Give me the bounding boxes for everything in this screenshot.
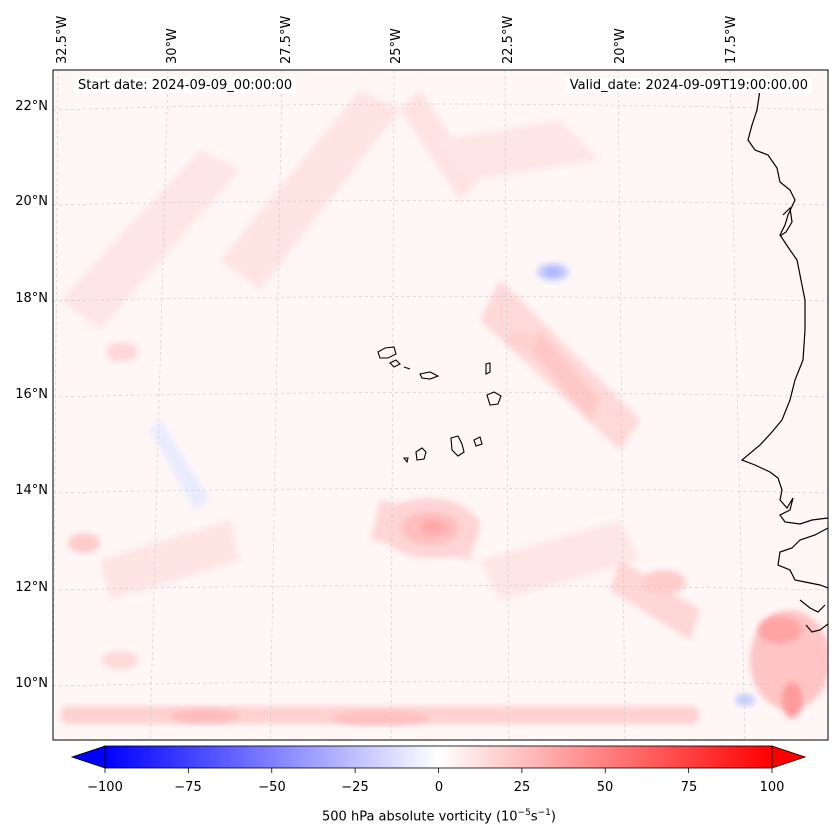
colorbar-tick-label: 75: [680, 780, 698, 795]
lat-label: 10°N: [15, 676, 48, 691]
lat-label: 22°N: [15, 99, 48, 114]
colorbar-max-extend: [771, 745, 807, 769]
colorbar-label: 500 hPa absolute vorticity (10−5s−1): [322, 808, 556, 824]
lon-label: 30°W: [165, 28, 180, 64]
colorbar-tick-label: 50: [596, 780, 614, 795]
lon-label: 17.5°W: [724, 15, 739, 64]
lon-label: 27.5°W: [279, 15, 294, 64]
map-frame: [52, 69, 829, 741]
colorbar-label-exp2: −1: [537, 808, 551, 818]
colorbar-label-exp1: −5: [517, 808, 531, 818]
lat-label: 14°N: [15, 483, 48, 498]
colorbar-tick-label: −50: [258, 780, 286, 795]
valid-date-label: Valid_date: 2024-09-09T19:00:00.00: [565, 78, 812, 93]
colorbar-min-extend: [70, 745, 106, 769]
lon-label: 32.5°W: [55, 15, 70, 64]
lon-label: 20°W: [613, 28, 628, 64]
cape-verde-islands: [377, 346, 502, 464]
colorbar-label-mid: s: [530, 809, 538, 825]
lon-label: 25°W: [389, 28, 404, 64]
colorbar-tick-label: 100: [759, 780, 785, 795]
lat-label: 18°N: [15, 291, 48, 306]
vorticity-field: [60, 90, 828, 725]
colorbar-label-end: ): [550, 809, 556, 825]
lat-label: 12°N: [15, 580, 48, 595]
graticule: [53, 70, 828, 740]
coastline: [740, 89, 828, 633]
lat-label: 16°N: [15, 387, 48, 402]
colorbar: [70, 745, 807, 773]
lat-label: 20°N: [15, 194, 48, 209]
colorbar-tick-label: 25: [513, 780, 531, 795]
colorbar-tick-label: 0: [434, 780, 444, 795]
colorbar-bar: [105, 746, 772, 768]
colorbar-tick-label: −25: [341, 780, 369, 795]
colorbar-label-main: 500 hPa absolute vorticity (10: [322, 809, 518, 825]
colorbar-tick-label: −100: [87, 780, 123, 795]
start-date-label: Start date: 2024-09-09_00:00:00: [74, 78, 297, 93]
colorbar-tick-label: −75: [174, 780, 202, 795]
lon-label: 22.5°W: [501, 15, 516, 64]
